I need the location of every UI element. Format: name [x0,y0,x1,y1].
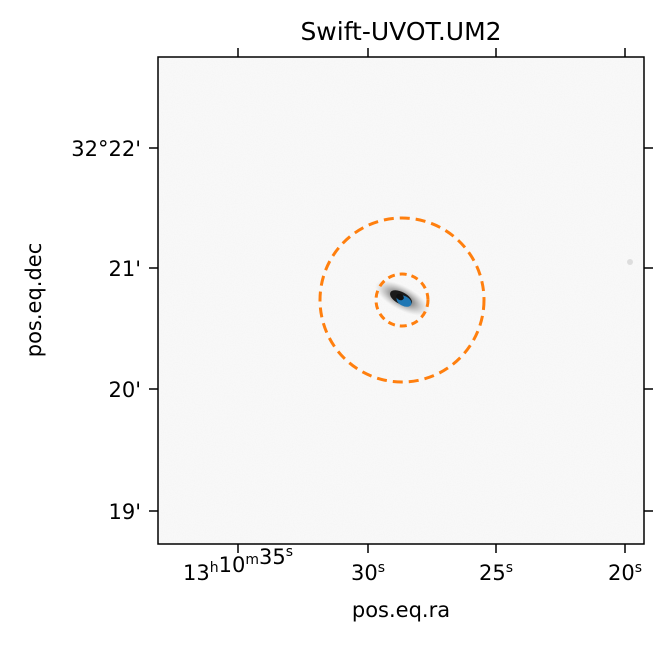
x-tick-labels: 13h10m35s 30s 25s 20s [183,544,642,585]
x-tick-label: 25s [479,560,513,585]
background-annulus-outer [318,216,486,384]
x-tick-label: 30s [351,560,385,585]
background-annulus-inner [374,272,430,328]
x-axis-ticks [237,48,626,553]
galaxy-nucleus [396,293,404,301]
x-axis-label: pos.eq.ra [352,598,450,622]
y-tick-label: 20' [109,378,142,402]
axes-frame [157,56,645,545]
y-tick-labels: 32°22' 21' 20' 19' [71,137,141,524]
apertures [318,216,486,384]
plot-title: Swift-UVOT.UM2 [300,17,501,46]
x-tick-label: 13h10m35s [183,544,293,585]
y-tick-label: 21' [109,257,142,281]
y-axis-label: pos.eq.dec [22,243,46,358]
source-galaxy [374,259,633,316]
faint-source [627,259,633,265]
y-tick-label: 19' [109,500,142,524]
y-axis-ticks [149,147,653,512]
y-tick-label: 32°22' [71,137,141,161]
x-tick-label: 20s [608,560,642,585]
